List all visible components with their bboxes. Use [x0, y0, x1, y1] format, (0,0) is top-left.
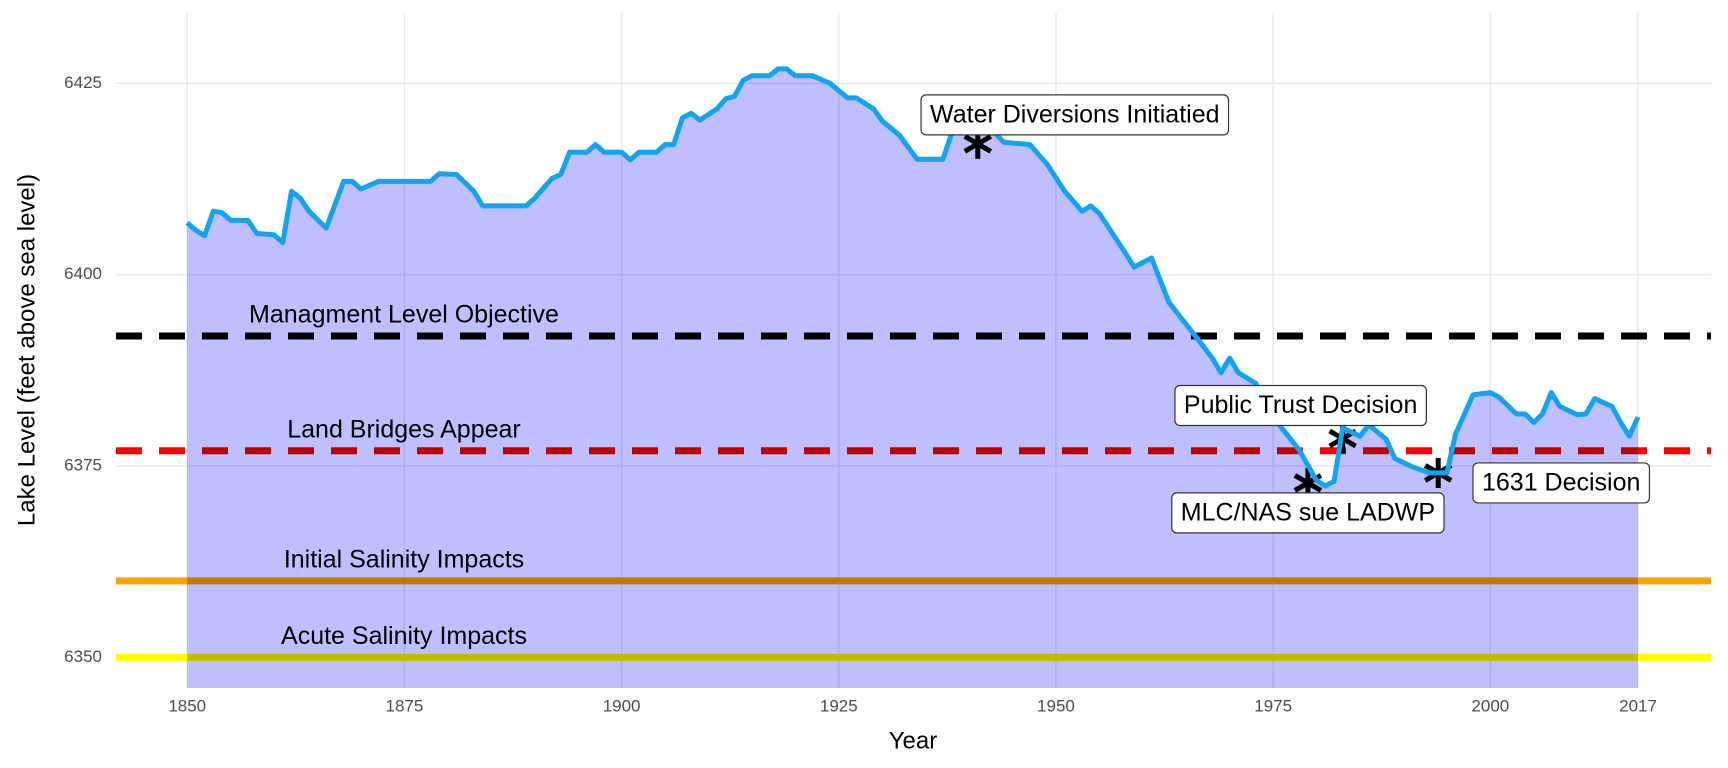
y-tick-label: 6375 — [64, 456, 102, 475]
annotation-box — [1472, 462, 1651, 504]
y-tick-label: 6350 — [64, 647, 102, 666]
y-tick-label: 6425 — [64, 73, 102, 92]
annotation-box — [920, 94, 1230, 136]
x-axis-title: Year — [889, 727, 938, 754]
x-tick-label: 1850 — [168, 696, 206, 715]
x-tick-label: 1975 — [1254, 696, 1292, 715]
line — [185, 66, 1641, 489]
annotation-box — [1174, 384, 1427, 427]
x-tick-label: 1925 — [820, 696, 858, 715]
y-axis-title: Lake Level (feet above sea level) — [13, 174, 40, 526]
y-tick-label: 6400 — [64, 264, 102, 283]
x-tick-label: 1875 — [386, 696, 424, 715]
annotation-label: 1631 Decision — [1482, 469, 1640, 497]
x-tick-label: 1900 — [603, 696, 641, 715]
annotation-label: Water Diversions Initiatied — [930, 100, 1219, 128]
x-tick-label: 2017 — [1619, 696, 1657, 715]
x-tick-label: 2000 — [1471, 696, 1509, 715]
annotation-label: MLC/NAS sue LADWP — [1181, 499, 1435, 527]
x-tick-label: 1950 — [1037, 696, 1075, 715]
annotation-label: Public Trust Decision — [1184, 391, 1417, 419]
annotation-box — [1171, 492, 1445, 534]
